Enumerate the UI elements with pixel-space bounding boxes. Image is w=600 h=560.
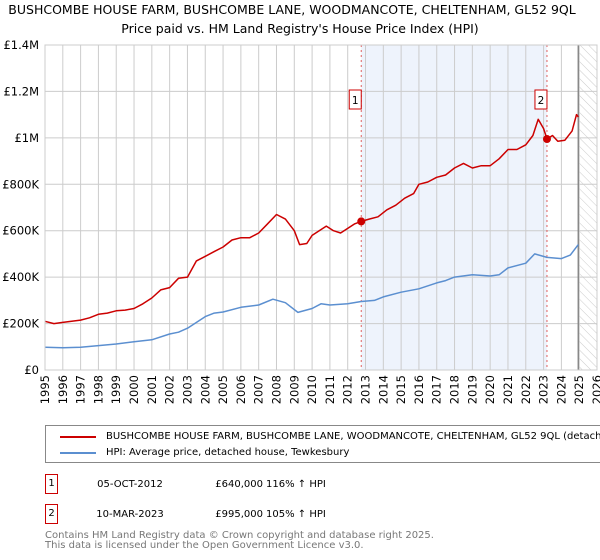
property-price-line xyxy=(44,113,579,325)
sale-point xyxy=(542,135,551,144)
sale-row: 2 10-MAR-2023 £995,000 105% ↑ HPI xyxy=(45,504,326,524)
x-tick-label: 1997 xyxy=(74,375,88,404)
x-tick-label: 1998 xyxy=(91,375,105,404)
y-tick-label: £0 xyxy=(24,363,39,377)
sale-point xyxy=(357,217,366,226)
x-tick-label: 2017 xyxy=(430,375,444,404)
sale-label: 1 xyxy=(352,95,359,107)
x-tick-label: 1996 xyxy=(56,375,70,404)
x-tick-label: 2003 xyxy=(180,375,194,404)
x-tick-label: 1999 xyxy=(109,375,123,404)
y-tick-label: £200K xyxy=(2,317,39,331)
legend: BUSHCOMBE HOUSE FARM, BUSHCOMBE LANE, WO… xyxy=(45,425,600,463)
y-tick-label: £600K xyxy=(2,224,39,238)
legend-swatch-red xyxy=(60,435,96,438)
sale-label-box xyxy=(534,89,548,110)
legend-label: HPI: Average price, detached house, Tewk… xyxy=(106,447,350,458)
legend-swatch-blue xyxy=(60,451,96,454)
x-tick-label: 2009 xyxy=(287,375,301,404)
x-tick-label: 2021 xyxy=(501,375,515,404)
future-hatch xyxy=(578,45,597,370)
footer-line: Contains HM Land Registry data © Crown c… xyxy=(45,530,434,541)
sale-hpi: 105% ↑ HPI xyxy=(266,508,326,520)
legend-label: BUSHCOMBE HOUSE FARM, BUSHCOMBE LANE, WO… xyxy=(106,431,600,442)
x-tick-label: 2006 xyxy=(234,375,248,404)
chart-subtitle: Price paid vs. HM Land Registry's House … xyxy=(121,21,479,36)
sale-row: 1 05-OCT-2012 £640,000 116% ↑ HPI xyxy=(45,474,326,494)
y-tick-label: £800K xyxy=(2,177,39,191)
sale-marker: 1 xyxy=(45,474,58,494)
x-tick-label: 2022 xyxy=(519,375,533,404)
x-tick-label: 2010 xyxy=(305,375,319,404)
x-tick-label: 2020 xyxy=(483,375,497,404)
plot-area: 1995 1996 1997 1998 1999 2000 2001 2002 2003 2004… xyxy=(2,38,600,404)
x-tick-label: 2002 xyxy=(163,375,177,404)
x-tick-label: 1995 xyxy=(38,375,52,404)
x-tick-label: 2001 xyxy=(145,375,159,404)
legend-item-property: BUSHCOMBE HOUSE FARM, BUSHCOMBE LANE, WO… xyxy=(60,431,600,442)
x-tick-label: 2007 xyxy=(252,375,266,404)
sale-hpi: 116% ↑ HPI xyxy=(266,478,326,490)
x-tick-label: 2000 xyxy=(127,375,141,404)
x-tick-label: 2025 xyxy=(572,375,586,404)
x-tick-label: 2014 xyxy=(376,375,390,404)
x-tick-label: 2012 xyxy=(341,375,355,404)
y-tick-label: £1.4M xyxy=(3,38,39,52)
sale-label: 2 xyxy=(538,95,545,107)
y-tick-label: £400K xyxy=(2,270,39,284)
x-tick-label: 2015 xyxy=(394,375,408,404)
x-tick-label: 2018 xyxy=(448,375,462,404)
x-tick-label: 2019 xyxy=(465,375,479,404)
x-tick-label: 2011 xyxy=(323,375,337,404)
footer: Contains HM Land Registry data © Crown c… xyxy=(45,531,434,551)
sale-label-box xyxy=(348,89,362,110)
y-tick-label: £1.2M xyxy=(3,84,39,98)
sale-date: 05-OCT-2012 xyxy=(97,478,163,490)
x-tick-label: 2013 xyxy=(359,375,373,404)
sale-price: £995,000 xyxy=(215,508,263,520)
x-tick-label: 2023 xyxy=(537,375,551,404)
plot-border xyxy=(44,44,598,371)
chart-title: BUSHCOMBE HOUSE FARM, BUSHCOMBE LANE, WO… xyxy=(8,2,576,17)
x-tick-label: 2026 xyxy=(590,375,600,404)
sale-date: 10-MAR-2023 xyxy=(96,508,164,520)
x-tick-label: 2005 xyxy=(216,375,230,404)
x-tick-label: 2024 xyxy=(554,375,568,404)
hpi-line xyxy=(44,244,579,349)
sale-marker: 2 xyxy=(45,504,58,524)
x-tick-label: 2016 xyxy=(412,375,426,404)
sale-price: £640,000 xyxy=(215,478,263,490)
legend-item-hpi: HPI: Average price, detached house, Tewk… xyxy=(60,447,349,458)
x-tick-label: 2004 xyxy=(198,375,212,404)
y-tick-label: £1M xyxy=(14,131,39,145)
footer-line: This data is licensed under the Open Gov… xyxy=(45,540,364,551)
x-tick-label: 2008 xyxy=(269,375,283,404)
